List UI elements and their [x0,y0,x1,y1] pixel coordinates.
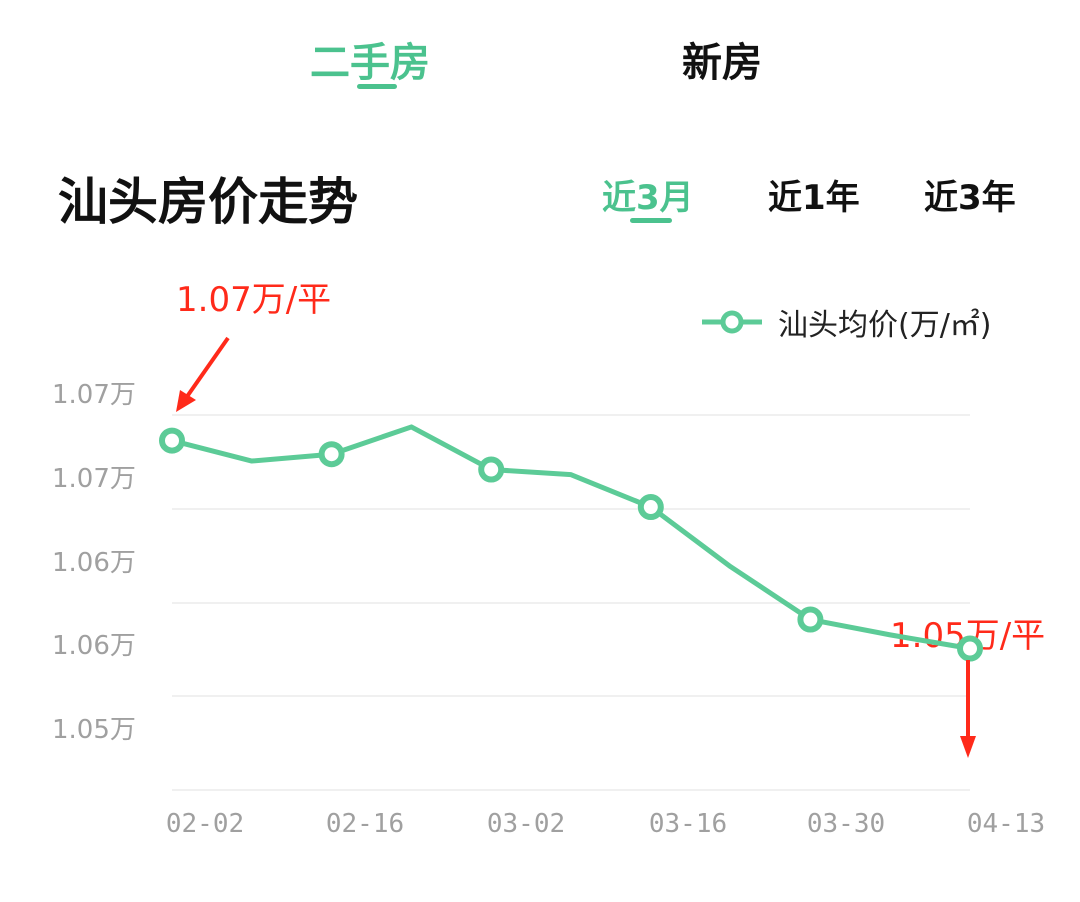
start-price-annotation: 1.07万/平 [176,280,332,320]
end-arrow-head [960,736,976,758]
tab-new-house-label: 新房 [682,40,762,86]
page-title: 汕头房价走势 [58,173,358,231]
annotation-arrows [176,336,976,758]
x-axis-ticks: 02-02 02-16 03-02 03-16 03-30 04-13 [166,809,1045,839]
legend-label: 汕头均价(万/㎡) [778,308,992,343]
y-axis-ticks: 1.07万 1.07万 1.06万 1.06万 1.05万 [52,380,136,745]
x-tick-label: 02-16 [326,809,404,839]
y-tick-label: 1.06万 [52,631,136,661]
tab-second-hand-underline [357,84,397,89]
legend-line-marker-icon [702,310,762,334]
series-point-marker [318,441,345,468]
series-point-marker [159,427,185,454]
series-points [159,427,983,662]
x-tick-label: 04-13 [967,809,1045,839]
tab-second-hand[interactable]: 二手房 [310,30,430,88]
tab-period-3m[interactable]: 近3月 [602,170,694,219]
tab-period-3y-label: 近3年 [924,178,1016,218]
y-tick-label: 1.05万 [52,715,136,745]
x-tick-label: 03-02 [487,809,565,839]
start-arrow-shaft [184,336,230,400]
series-point-marker [957,635,983,662]
tab-period-1y[interactable]: 近1年 [768,170,860,219]
tab-new-house[interactable]: 新房 [682,30,762,88]
tab-second-hand-label: 二手房 [310,40,430,86]
tab-period-3y[interactable]: 近3年 [924,170,1016,219]
chart-grid [172,414,970,791]
tab-period-1y-label: 近1年 [768,178,860,218]
chart-legend: 汕头均价(万/㎡) [700,300,992,344]
series-point-marker [478,456,505,483]
series-line [169,424,973,652]
series-point-marker [797,606,824,633]
x-tick-label: 02-02 [166,809,244,839]
tab-period-3m-underline [630,218,672,223]
y-tick-label: 1.07万 [52,380,136,410]
x-tick-label: 03-16 [649,809,727,839]
tab-period-3m-label: 近3月 [602,178,694,218]
y-tick-label: 1.07万 [52,464,136,494]
x-tick-label: 03-30 [807,809,885,839]
y-tick-label: 1.06万 [52,548,136,578]
series-line-path [169,424,973,652]
series-point-marker [637,494,664,521]
start-arrow-head [176,390,196,412]
